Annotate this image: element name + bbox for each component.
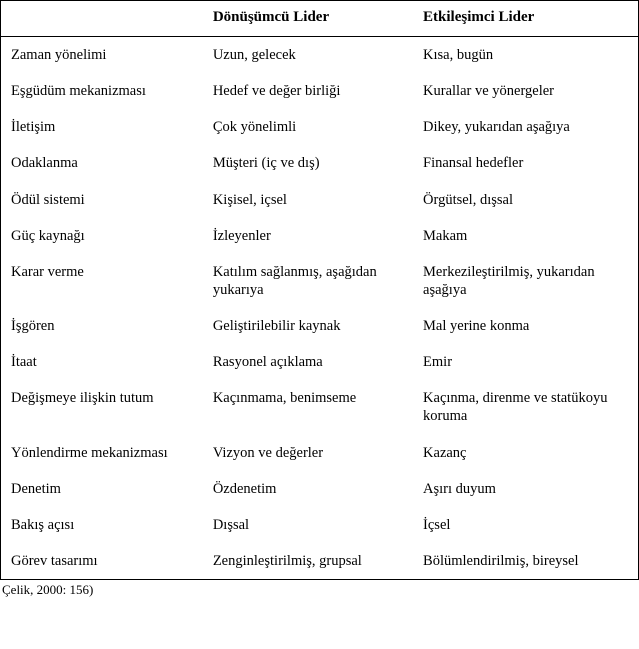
table-body: Zaman yönelimi Uzun, gelecek Kısa, bugün…	[1, 37, 638, 580]
row-col2: Çok yönelimli	[205, 109, 415, 145]
row-col3: Dikey, yukarıdan aşağıya	[415, 109, 638, 145]
header-blank	[1, 1, 205, 37]
row-col2: Müşteri (iç ve dış)	[205, 145, 415, 181]
row-col2: Zenginleştirilmiş, grupsal	[205, 543, 415, 579]
table-row: İşgören Geliştirilebilir kaynak Mal yeri…	[1, 308, 638, 344]
comparison-table-wrap: Dönüşümcü Lider Etkileşimci Lider Zaman …	[0, 0, 639, 580]
table-row: Eşgüdüm mekanizması Hedef ve değer birli…	[1, 73, 638, 109]
table-row: Zaman yönelimi Uzun, gelecek Kısa, bugün	[1, 37, 638, 74]
row-attr: Bakış açısı	[1, 507, 205, 543]
row-col2: Uzun, gelecek	[205, 37, 415, 74]
row-attr: Odaklanma	[1, 145, 205, 181]
row-col3: Merkezileştirilmiş, yukarıdan aşağıya	[415, 254, 638, 308]
row-col3: Mal yerine konma	[415, 308, 638, 344]
row-attr: Değişmeye ilişkin tutum	[1, 380, 205, 434]
table-row: Ödül sistemi Kişisel, içsel Örgütsel, dı…	[1, 182, 638, 218]
row-attr: Karar verme	[1, 254, 205, 308]
row-col3: Kazanç	[415, 435, 638, 471]
row-col3: Makam	[415, 218, 638, 254]
table-row: Denetim Özdenetim Aşırı duyum	[1, 471, 638, 507]
table-row: İletişim Çok yönelimli Dikey, yukarıdan …	[1, 109, 638, 145]
row-col3: Bölümlendirilmiş, bireysel	[415, 543, 638, 579]
row-col3: Kısa, bugün	[415, 37, 638, 74]
row-col2: Katılım sağlanmış, aşağıdan yukarıya	[205, 254, 415, 308]
table-row: Yönlendirme mekanizması Vizyon ve değerl…	[1, 435, 638, 471]
header-col3: Etkileşimci Lider	[415, 1, 638, 37]
row-col3: İçsel	[415, 507, 638, 543]
table-row: Görev tasarımı Zenginleştirilmiş, grupsa…	[1, 543, 638, 579]
table-row: Odaklanma Müşteri (iç ve dış) Finansal h…	[1, 145, 638, 181]
table-row: Güç kaynağı İzleyenler Makam	[1, 218, 638, 254]
row-attr: Zaman yönelimi	[1, 37, 205, 74]
row-col2: Geliştirilebilir kaynak	[205, 308, 415, 344]
row-col3: Kaçınma, direnme ve statükoyu koruma	[415, 380, 638, 434]
row-col3: Finansal hedefler	[415, 145, 638, 181]
row-col2: Kaçınmama, benimseme	[205, 380, 415, 434]
table-row: Karar verme Katılım sağlanmış, aşağıdan …	[1, 254, 638, 308]
table-header-row: Dönüşümcü Lider Etkileşimci Lider	[1, 1, 638, 37]
row-col2: Kişisel, içsel	[205, 182, 415, 218]
row-col2: Hedef ve değer birliği	[205, 73, 415, 109]
row-attr: Güç kaynağı	[1, 218, 205, 254]
comparison-table: Dönüşümcü Lider Etkileşimci Lider Zaman …	[1, 1, 638, 579]
row-attr: Ödül sistemi	[1, 182, 205, 218]
row-col2: Özdenetim	[205, 471, 415, 507]
row-attr: Görev tasarımı	[1, 543, 205, 579]
table-row: İtaat Rasyonel açıklama Emir	[1, 344, 638, 380]
row-col2: Vizyon ve değerler	[205, 435, 415, 471]
row-attr: İtaat	[1, 344, 205, 380]
table-row: Bakış açısı Dışsal İçsel	[1, 507, 638, 543]
table-row: Değişmeye ilişkin tutum Kaçınmama, benim…	[1, 380, 638, 434]
header-col2: Dönüşümcü Lider	[205, 1, 415, 37]
citation-text: Çelik, 2000: 156)	[0, 580, 639, 598]
row-attr: Eşgüdüm mekanizması	[1, 73, 205, 109]
row-col3: Aşırı duyum	[415, 471, 638, 507]
row-col2: İzleyenler	[205, 218, 415, 254]
row-col3: Kurallar ve yönergeler	[415, 73, 638, 109]
row-attr: İletişim	[1, 109, 205, 145]
row-col3: Emir	[415, 344, 638, 380]
row-attr: Denetim	[1, 471, 205, 507]
row-attr: Yönlendirme mekanizması	[1, 435, 205, 471]
row-col2: Dışsal	[205, 507, 415, 543]
row-col3: Örgütsel, dışsal	[415, 182, 638, 218]
row-col2: Rasyonel açıklama	[205, 344, 415, 380]
row-attr: İşgören	[1, 308, 205, 344]
